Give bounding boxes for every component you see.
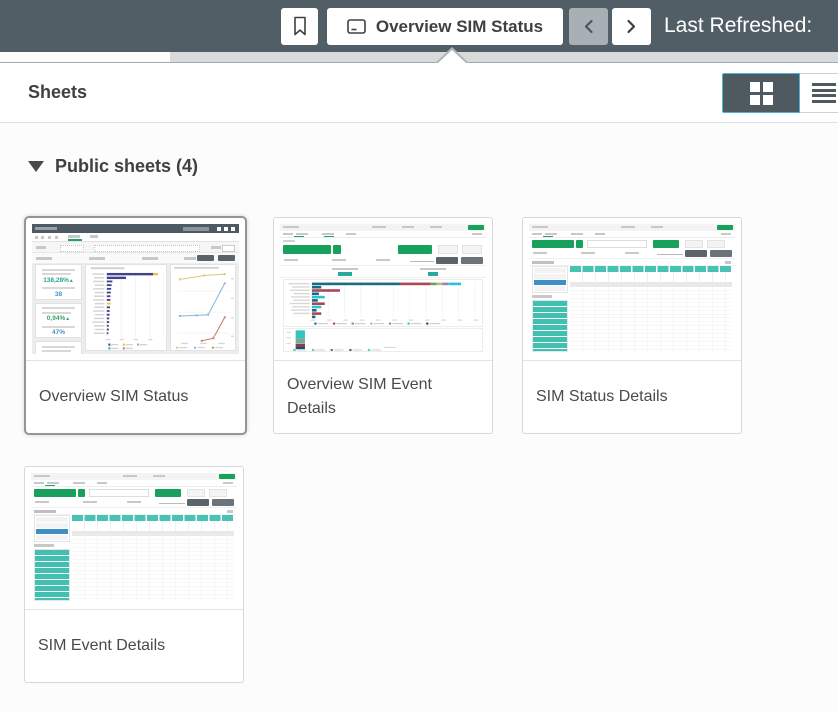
- thumb-filter-sidebar: [532, 266, 568, 352]
- thumb-titlebar: [529, 224, 735, 231]
- thumb-filter-sidebar: [34, 515, 70, 601]
- sheet-card-title: SIM Status Details: [523, 360, 741, 433]
- thumb-bar-chart: [85, 264, 167, 351]
- panel-caret: [438, 50, 466, 63]
- sheet-card-title: Overview SIM Event Details: [274, 360, 492, 433]
- thumb-kpi-row: [280, 266, 486, 278]
- thumb-filter-row: [529, 249, 735, 259]
- thumb-stacked-bar-chart: [283, 328, 483, 352]
- sheet-icon: [347, 19, 366, 34]
- sheets-panel-header: Sheets: [0, 63, 838, 123]
- sheet-card-sim-status-details[interactable]: SIM Status Details: [522, 217, 742, 434]
- thumb-dashboard-body: 138,28%▲ 38 0,94%▲ 47% - 15%: [35, 264, 236, 354]
- thumb-tabbar: [31, 480, 237, 487]
- thumb-line-chart: [170, 264, 236, 351]
- thumb-table-column-headers: [72, 521, 234, 532]
- sheet-selector-button[interactable]: Overview SIM Status: [327, 8, 563, 45]
- trend-up-icon: ▲: [65, 316, 71, 322]
- list-icon: [812, 83, 836, 87]
- thumb-tabbar: [280, 231, 486, 238]
- thumb-button-row: [31, 487, 237, 498]
- chevron-right-icon: [627, 19, 636, 34]
- thumb-filter-row: [31, 498, 237, 508]
- thumb-table-toolbar: [31, 508, 237, 515]
- thumb-data-table: [72, 515, 234, 601]
- bookmark-button[interactable]: [281, 8, 318, 45]
- line-chart-art: [174, 266, 234, 349]
- sheet-thumbnail: [529, 224, 735, 354]
- thumb-titlebar: [31, 473, 237, 480]
- thumb-filter-list: [532, 300, 568, 352]
- sheet-card-sim-event-details[interactable]: SIM Event Details: [24, 466, 244, 683]
- sheets-overview: Public sheets (4): [0, 123, 838, 712]
- thumb-event-bar-chart: [283, 279, 483, 327]
- thumb-titlebar: [280, 224, 486, 231]
- scrollbar-thumb[interactable]: [0, 52, 170, 62]
- stacked-bar-art: [286, 330, 396, 351]
- trend-up-icon: ▲: [68, 277, 74, 284]
- sheet-selector-label: Overview SIM Status: [375, 16, 544, 36]
- last-refreshed-label: Last Refreshed:: [664, 14, 813, 37]
- sheet-thumbnail: 138,28%▲ 38 0,94%▲ 47% - 15%: [32, 224, 239, 354]
- public-sheets-section-toggle[interactable]: Public sheets (4): [28, 156, 198, 177]
- thumb-filter-row: [280, 256, 486, 266]
- public-sheets-section-label: Public sheets (4): [55, 156, 199, 176]
- thumb-data-table: [570, 266, 732, 352]
- thumb-table-rows: [72, 536, 234, 601]
- sheet-card-overview-sim-event-details[interactable]: Overview SIM Event Details: [273, 217, 493, 434]
- thumb-table-rows: [570, 287, 732, 352]
- list-view-button[interactable]: [800, 73, 838, 113]
- next-sheet-button[interactable]: [612, 8, 651, 45]
- thumb-table-body: [34, 515, 234, 601]
- thumb-table-total-row: [72, 532, 234, 536]
- panel-top-border: [0, 62, 838, 63]
- sheet-thumbnail: [280, 224, 486, 354]
- app-toolbar: Overview SIM Status Last Refreshed:: [0, 0, 838, 52]
- thumb-table-body: [532, 266, 732, 352]
- thumb-button-row: [280, 244, 486, 256]
- view-mode-toggle: [722, 73, 838, 113]
- section-collapse-caret-icon: [28, 161, 44, 172]
- horizontal-scrollbar[interactable]: [0, 52, 838, 62]
- thumb-filterbar: [32, 242, 239, 253]
- event-bar-chart-art: [288, 282, 479, 325]
- thumb-kpi-panel: 138,28%▲ 38 0,94%▲ 47% - 15%: [35, 264, 82, 354]
- sheet-card-title: Overview SIM Status: [26, 360, 245, 433]
- previous-sheet-button[interactable]: [569, 8, 608, 45]
- thumb-selectionbar: [32, 253, 239, 263]
- thumb-table-header-strip: [570, 266, 732, 272]
- bookmark-icon: [293, 16, 306, 36]
- sheets-panel-title: Sheets: [28, 82, 88, 102]
- thumb-tabbar: [529, 231, 735, 238]
- chevron-left-icon: [584, 19, 593, 34]
- thumb-filter-list: [34, 549, 70, 601]
- sheet-card-overview-sim-status[interactable]: 138,28%▲ 38 0,94%▲ 47% - 15%: [24, 216, 247, 435]
- sheet-thumbnail: [31, 473, 237, 603]
- thumb-titlebar: [32, 224, 239, 233]
- thumb-table-toolbar: [529, 259, 735, 266]
- thumb-button-row: [529, 238, 735, 249]
- thumb-table-header-strip: [72, 515, 234, 521]
- thumb-label-row: [280, 238, 486, 244]
- grid-icon: [749, 81, 773, 105]
- thumb-table-total-row: [570, 283, 732, 287]
- bar-chart-art: [90, 267, 164, 350]
- sheet-card-title: SIM Event Details: [25, 609, 243, 682]
- grid-view-button[interactable]: [722, 73, 800, 113]
- thumb-table-column-headers: [570, 272, 732, 283]
- thumb-tabbar: [32, 233, 239, 242]
